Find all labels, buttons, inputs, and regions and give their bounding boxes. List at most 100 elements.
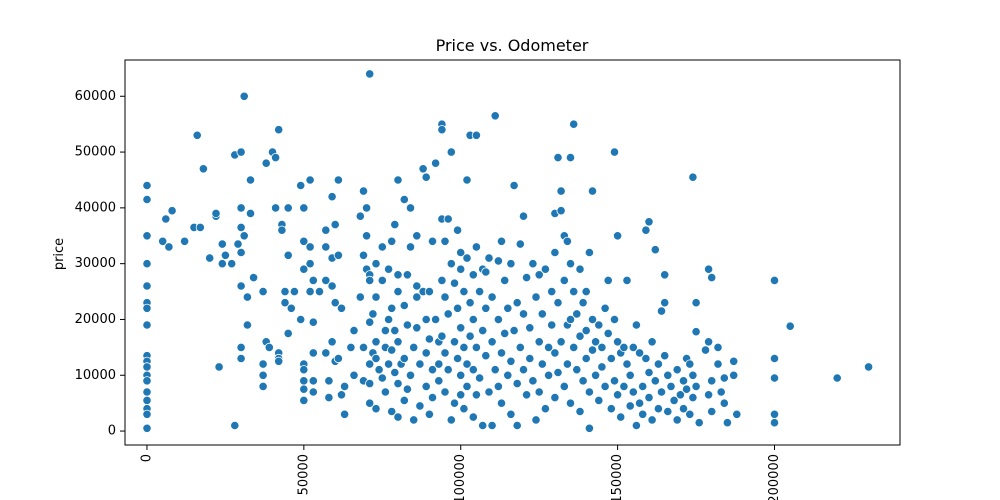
y-axis-ticks: 0 10000 20000 30000 40000 50000 60000 (75, 89, 125, 439)
data-point (678, 376, 689, 386)
data-point (324, 376, 334, 386)
data-point (481, 267, 491, 277)
data-point (534, 270, 544, 280)
data-point (365, 378, 375, 389)
data-point (446, 415, 456, 425)
data-point (474, 373, 485, 383)
data-point (239, 231, 249, 241)
data-point (142, 409, 152, 419)
data-point (628, 342, 638, 352)
data-point (390, 220, 400, 230)
data-point (393, 337, 403, 347)
data-point (361, 203, 372, 213)
data-point (321, 348, 331, 358)
data-point (399, 395, 409, 405)
data-point (672, 365, 682, 375)
data-point (430, 158, 441, 168)
data-point (236, 281, 246, 291)
data-point (333, 250, 343, 260)
data-point (443, 309, 453, 319)
data-point (355, 292, 365, 302)
data-point (565, 259, 576, 269)
data-point (518, 309, 529, 319)
data-point (412, 231, 422, 241)
data-point (440, 292, 450, 302)
data-point (421, 348, 431, 358)
data-point (647, 337, 657, 347)
data-point (443, 214, 453, 224)
data-point (314, 286, 325, 297)
data-point (631, 320, 642, 330)
data-point (440, 236, 450, 246)
data-point (280, 286, 290, 297)
data-point (584, 387, 595, 397)
data-point (365, 275, 375, 285)
data-point (478, 325, 488, 336)
data-point (440, 387, 450, 397)
data-point (493, 381, 503, 391)
data-point (236, 203, 246, 213)
data-point (305, 175, 315, 185)
data-point (299, 395, 309, 405)
data-point (399, 194, 409, 205)
data-point (612, 390, 623, 400)
data-point (600, 381, 610, 391)
data-point (399, 353, 409, 364)
data-point (691, 298, 701, 308)
data-point (769, 409, 780, 419)
data-point (142, 376, 152, 386)
data-point (409, 415, 419, 425)
data-point (484, 387, 494, 397)
data-point (449, 337, 460, 347)
data-point (575, 331, 585, 341)
data-point (619, 342, 629, 352)
data-point (609, 376, 620, 386)
data-point (264, 342, 274, 352)
data-point (308, 348, 318, 358)
data-point (606, 404, 616, 414)
data-point (559, 275, 569, 285)
data-point (496, 348, 507, 358)
data-point (245, 208, 256, 218)
data-point (584, 423, 595, 433)
data-point (606, 353, 616, 364)
data-point (446, 259, 456, 269)
data-point (270, 203, 281, 213)
data-point (374, 365, 384, 375)
data-point (456, 370, 466, 380)
data-point (562, 359, 573, 369)
data-point (274, 125, 284, 135)
data-point (691, 381, 701, 391)
data-point (217, 239, 227, 249)
data-point (368, 309, 378, 319)
data-point (540, 404, 551, 414)
data-point (415, 359, 425, 369)
data-point (456, 247, 466, 258)
data-point (258, 286, 268, 297)
data-point (512, 298, 522, 308)
data-point (242, 320, 252, 330)
data-point (286, 303, 296, 313)
data-point (719, 373, 729, 383)
data-point (409, 342, 419, 352)
data-point (468, 314, 478, 325)
data-point (421, 314, 431, 325)
data-point (719, 398, 729, 408)
data-point (380, 387, 390, 397)
data-point (459, 342, 469, 352)
data-point (540, 264, 551, 274)
data-point (832, 373, 842, 383)
data-point (594, 395, 604, 405)
data-point (685, 409, 695, 419)
y-tick-label: 30000 (75, 256, 116, 271)
data-point (158, 236, 168, 246)
data-point (471, 130, 481, 140)
data-point (402, 384, 412, 394)
data-point (581, 325, 591, 336)
data-point (349, 325, 359, 336)
x-axis-ticks: 0 50000 100000 150000 200000 (139, 445, 782, 500)
data-point (456, 264, 466, 274)
data-point (405, 203, 416, 213)
data-point (537, 309, 547, 319)
